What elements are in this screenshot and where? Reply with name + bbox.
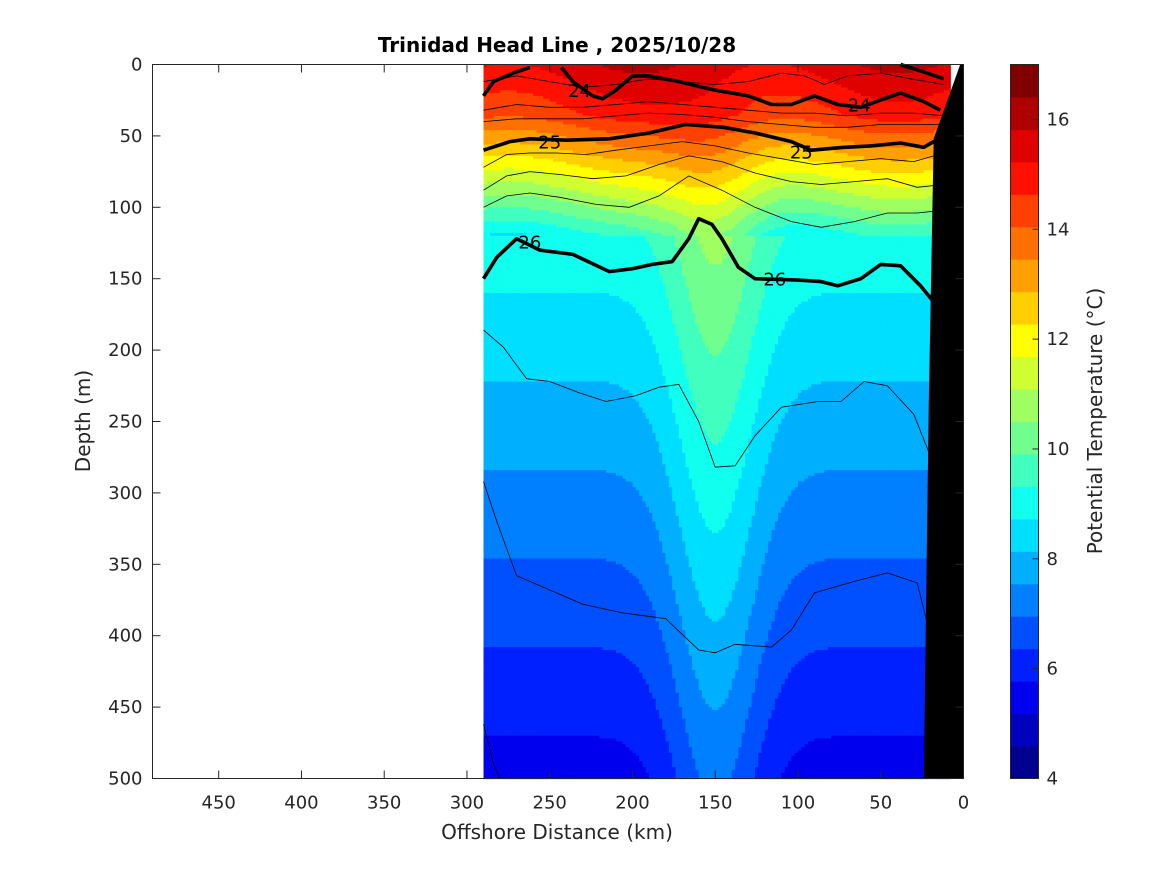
temperature-field (484, 65, 951, 780)
